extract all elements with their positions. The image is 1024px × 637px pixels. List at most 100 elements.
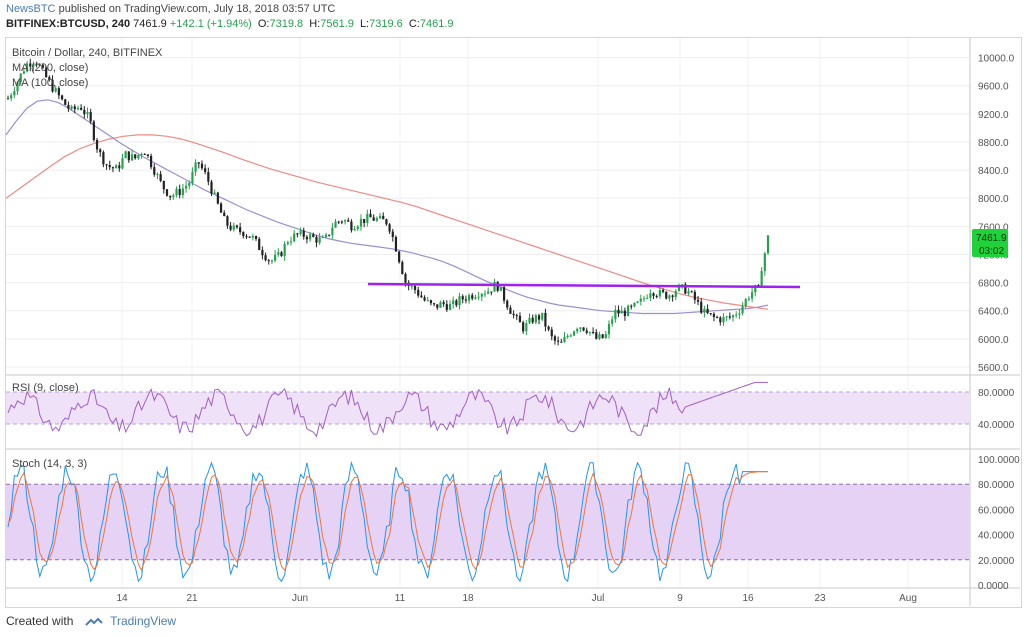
candle-body <box>156 174 159 176</box>
tradingview-link[interactable]: TradingView <box>110 614 177 628</box>
candle-body <box>461 296 464 300</box>
candle-body <box>706 308 709 314</box>
candle-body <box>636 301 639 303</box>
stoch-tick-label: 0.0000 <box>978 581 1009 592</box>
candle-body <box>442 302 445 305</box>
price-tick-label: 10000.0 <box>978 54 1015 65</box>
candle-body <box>671 295 674 297</box>
candle-body <box>92 121 95 140</box>
candle-body <box>76 107 80 110</box>
candle-body <box>51 79 54 92</box>
publisher-name[interactable]: NewsBTC <box>6 3 56 15</box>
candle-body <box>677 284 681 291</box>
candle-body <box>340 221 343 223</box>
candle-body <box>534 315 537 323</box>
candle-body <box>674 290 677 297</box>
candle-body <box>19 73 22 83</box>
candle-body <box>60 95 64 100</box>
candle-body <box>566 335 569 337</box>
candle-body <box>318 237 321 243</box>
candle-body <box>579 327 582 329</box>
candle-body <box>188 182 191 186</box>
candle-body <box>620 310 623 314</box>
candle-body <box>649 293 652 298</box>
legend-ma100: MA (100, close) <box>12 77 88 89</box>
candle-body <box>286 242 289 244</box>
candle-body <box>331 227 334 235</box>
candle-body <box>283 243 286 257</box>
candle-body <box>38 64 41 66</box>
stoch-tick-label: 100.0000 <box>978 455 1020 466</box>
open-value: 7319.8 <box>269 18 304 30</box>
candle-body <box>197 162 200 164</box>
candle-body <box>483 293 487 295</box>
candle-body <box>738 313 741 315</box>
price-badge-bg <box>972 229 1008 257</box>
candle-body <box>210 181 213 194</box>
candle-body <box>401 262 404 274</box>
candle-body <box>731 315 735 318</box>
rsi-tick-label: 80.0000 <box>978 388 1015 399</box>
candle-body <box>382 215 385 220</box>
candle-body <box>248 236 251 238</box>
candle-body <box>229 225 232 230</box>
price-tick-label: 8000.0 <box>978 194 1009 205</box>
candle-body <box>385 219 388 225</box>
stoch-tick-label: 20.0000 <box>978 556 1015 567</box>
close-value: 7461.9 <box>419 18 454 30</box>
candle-body <box>178 189 181 196</box>
candle-body <box>302 230 305 237</box>
price-change: +142.1 (+1.94%) <box>169 18 252 30</box>
candle-body <box>308 234 312 240</box>
candle-body <box>464 299 468 301</box>
candle-body <box>388 224 391 232</box>
stoch-tick-label: 40.0000 <box>978 531 1015 542</box>
time-tick-label: 18 <box>462 593 474 604</box>
candle-body <box>64 99 67 105</box>
rsi-tick-label: 40.0000 <box>978 420 1015 431</box>
time-tick-label: 23 <box>814 593 826 604</box>
candle-body <box>324 234 328 238</box>
candle-body <box>563 336 566 343</box>
candle-body <box>493 281 496 292</box>
candle-body <box>557 340 560 342</box>
candle-body <box>417 289 420 296</box>
candle-body <box>83 109 86 115</box>
price-badge: 7461.9 03:02 <box>972 229 1008 257</box>
footer: Created with TradingView <box>6 614 176 628</box>
candle-body <box>598 334 601 339</box>
candle-body <box>588 332 592 334</box>
candle-body <box>436 304 439 308</box>
candle-body <box>509 307 512 314</box>
candle-body <box>159 174 162 181</box>
candle-body <box>569 335 572 337</box>
candle-body <box>95 139 99 150</box>
candle-body <box>105 164 108 166</box>
candle-body <box>57 88 60 96</box>
candle-body <box>375 218 378 221</box>
candle-body <box>359 218 363 227</box>
created-with-label: Created with <box>6 614 74 628</box>
candle-body <box>452 300 455 305</box>
candle-body <box>630 305 633 307</box>
candle-body <box>719 317 722 323</box>
candle-body <box>153 167 156 175</box>
candle-body <box>763 253 766 272</box>
candle-body <box>700 301 703 313</box>
candle-body <box>502 287 506 301</box>
candle-body <box>420 295 423 298</box>
candle-body <box>45 67 48 78</box>
candle-body <box>716 316 719 318</box>
candle-body <box>617 309 620 314</box>
candle-body <box>366 213 369 223</box>
candle-body <box>328 234 331 236</box>
time-tick-label: 21 <box>186 593 198 604</box>
candle-body <box>474 297 477 299</box>
price-axis: 5600.06000.06400.06800.07200.07600.08000… <box>978 54 1015 374</box>
candle-body <box>264 255 267 261</box>
candle-body <box>614 309 617 320</box>
candle-body <box>111 167 115 169</box>
candle-body <box>487 291 490 294</box>
candle-body <box>204 168 207 172</box>
